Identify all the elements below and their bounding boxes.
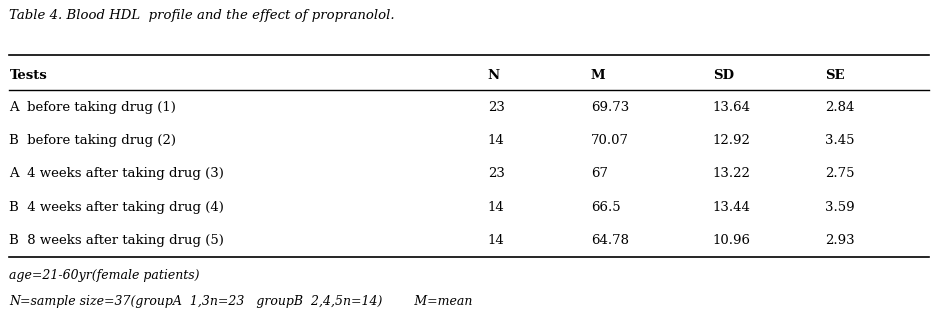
Text: A  4 weeks after taking drug (3): A 4 weeks after taking drug (3) [9,167,224,180]
Text: M: M [591,69,606,82]
Text: SD: SD [713,69,734,82]
Text: 2.84: 2.84 [825,100,855,114]
Text: 2.75: 2.75 [825,167,855,180]
Text: 2.93: 2.93 [825,234,855,247]
Text: 70.07: 70.07 [591,134,629,147]
Text: 3.59: 3.59 [825,201,855,214]
Text: 13.22: 13.22 [713,167,750,180]
Text: B  before taking drug (2): B before taking drug (2) [9,134,176,147]
Text: 64.78: 64.78 [591,234,629,247]
Text: B  4 weeks after taking drug (4): B 4 weeks after taking drug (4) [9,201,224,214]
Text: SE: SE [825,69,845,82]
Text: age=21-60yr(female patients): age=21-60yr(female patients) [9,269,200,282]
Text: B  8 weeks after taking drug (5): B 8 weeks after taking drug (5) [9,234,224,247]
Text: 10.96: 10.96 [713,234,751,247]
Text: 14: 14 [488,201,505,214]
Text: 23: 23 [488,100,505,114]
Text: Tests: Tests [9,69,47,82]
Text: 14: 14 [488,134,505,147]
Text: 12.92: 12.92 [713,134,750,147]
Text: 14: 14 [488,234,505,247]
Text: Table 4. Blood HDL  profile and the effect of propranolol.: Table 4. Blood HDL profile and the effec… [9,9,395,22]
Text: 13.44: 13.44 [713,201,750,214]
Text: 69.73: 69.73 [591,100,629,114]
Text: A  before taking drug (1): A before taking drug (1) [9,100,176,114]
Text: 67: 67 [591,167,608,180]
Text: 66.5: 66.5 [591,201,621,214]
Text: 13.64: 13.64 [713,100,751,114]
Text: 3.45: 3.45 [825,134,855,147]
Text: 23: 23 [488,167,505,180]
Text: N=sample size=37(groupA  1,3n=23   groupB  2,4,5n=14)        M=mean: N=sample size=37(groupA 1,3n=23 groupB 2… [9,295,473,308]
Text: N: N [488,69,500,82]
